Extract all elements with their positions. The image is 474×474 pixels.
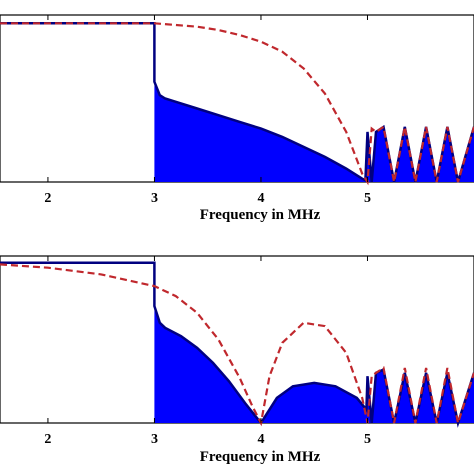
bottom-panel: 2 3 4 5 Frequency in MHz	[0, 255, 474, 465]
bottom-x-ticks: 2 3 4 5	[44, 256, 371, 447]
bottom-x-tick-label: 3	[151, 432, 158, 447]
bottom-x-tick-label: 2	[44, 432, 51, 447]
top-x-tick-label: 3	[151, 191, 158, 206]
top-x-axis-label: Frequency in MHz	[200, 207, 321, 223]
bottom-x-tick-label: 4	[257, 432, 264, 447]
top-x-tick-label: 2	[44, 191, 51, 206]
bottom-x-tick-label: 5	[364, 432, 371, 447]
top-x-tick-label: 4	[257, 191, 264, 206]
top-spectrum-fill	[154, 81, 474, 182]
bottom-spectrum-fill	[154, 306, 474, 423]
top-dashed-envelope-line	[0, 22, 474, 186]
top-panel: 2 3 4 5 Frequency in MHz	[0, 14, 474, 223]
top-x-ticks: 2 3 4 5	[44, 15, 371, 206]
bottom-dashed-envelope-line	[0, 263, 474, 427]
bottom-plot-marks	[0, 261, 474, 428]
bottom-x-axis-label: Frequency in MHz	[200, 449, 321, 465]
top-spectrum-line	[0, 22, 474, 183]
top-x-tick-label: 5	[364, 191, 371, 206]
top-plot-marks	[0, 22, 474, 186]
